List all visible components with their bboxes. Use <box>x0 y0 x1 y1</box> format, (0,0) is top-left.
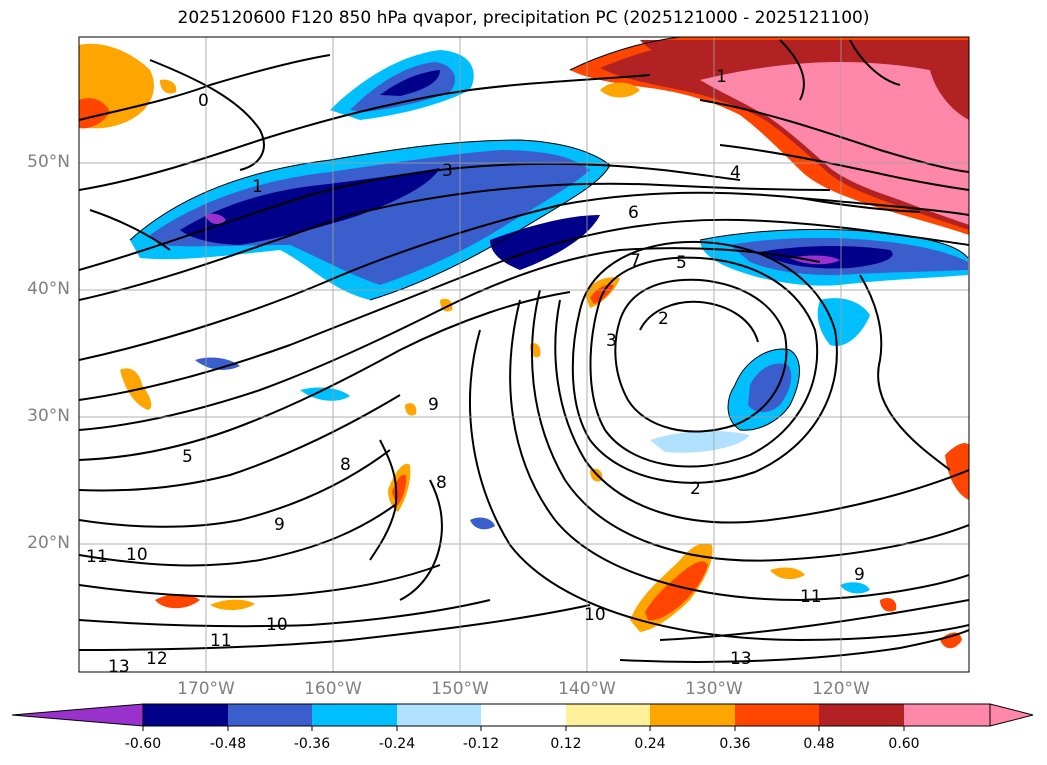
lon-label: 130°W <box>685 679 743 699</box>
contour-label: 9 <box>854 565 865 585</box>
plot-frame <box>78 36 970 673</box>
contour-label: 2 <box>690 479 701 499</box>
colorbar-tick-label: 0.48 <box>803 736 835 752</box>
contour-label: 9 <box>428 395 439 415</box>
lon-label: 170°W <box>177 679 235 699</box>
contour-label-group: 0 1 1 2 2 3 3 4 5 5 6 7 8 8 9 9 9 10 10 … <box>86 67 865 677</box>
contour-label: 11 <box>86 547 108 567</box>
contour-label: 10 <box>126 545 148 565</box>
map-title: 2025120600 F120 850 hPa qvapor, precipit… <box>177 8 870 28</box>
colorbar-bin <box>397 704 481 726</box>
contour-label: 13 <box>730 649 752 669</box>
contour-label: 1 <box>716 67 727 87</box>
colorbar <box>11 703 1034 731</box>
colorbar-tick-label: -0.36 <box>293 736 331 752</box>
contour-label: 9 <box>274 515 285 535</box>
plot-area: 0 1 1 2 2 3 3 4 5 5 6 7 8 8 9 9 9 10 10 … <box>79 37 969 677</box>
precip-contours <box>129 37 969 431</box>
contour-label: 5 <box>182 447 193 467</box>
lon-label: 120°W <box>812 679 870 699</box>
contour-label: 0 <box>198 91 209 111</box>
colorbar-bin <box>143 704 228 726</box>
contour-label: 8 <box>340 455 351 475</box>
colorbar-bin <box>312 704 397 726</box>
colorbar-bin <box>228 704 312 726</box>
contour-label: 10 <box>584 605 606 625</box>
colorbar-tick-label: 0.12 <box>550 736 582 752</box>
lon-label: 150°W <box>431 679 489 699</box>
contour-label: 11 <box>800 587 822 607</box>
colorbar-tick-label: -0.24 <box>378 736 416 752</box>
colorbar-tick-label: 0.60 <box>888 736 920 752</box>
colorbar-tick-label: -0.60 <box>124 736 162 752</box>
contour-label: 4 <box>730 163 741 183</box>
lat-label: 30°N <box>27 406 70 426</box>
contour-label: 7 <box>630 251 641 271</box>
colorbar-tick-label: 0.36 <box>719 736 751 752</box>
colorbar-bin <box>735 704 819 726</box>
lat-label: 50°N <box>27 152 70 172</box>
contour-label: 12 <box>146 649 168 669</box>
contour-label: 1 <box>252 177 263 197</box>
colorbar-bin <box>650 704 735 726</box>
qvapor-contours <box>79 39 969 663</box>
colorbar-bin <box>566 704 650 726</box>
contour-label: 10 <box>266 615 288 635</box>
colorbar-under-extension <box>11 703 144 727</box>
contour-label: 11 <box>210 631 232 651</box>
colorbar-bin <box>819 704 904 726</box>
positive-anomaly-regions <box>79 37 969 649</box>
contour-label: 2 <box>658 309 669 329</box>
lat-label: 40°N <box>27 279 70 299</box>
contour-label: 3 <box>606 331 617 351</box>
graticule <box>79 37 969 672</box>
colorbar-tick-label: -0.12 <box>462 736 500 752</box>
contour-label: 3 <box>442 161 453 181</box>
contour-label: 5 <box>676 253 687 273</box>
lon-label: 160°W <box>304 679 362 699</box>
colorbar-tick-label: -0.48 <box>209 736 247 752</box>
negative-anomaly-band <box>130 50 968 594</box>
lon-label: 140°W <box>558 679 616 699</box>
lat-label: 20°N <box>27 533 70 553</box>
contour-label: 6 <box>628 203 639 223</box>
contour-label: 8 <box>436 473 447 493</box>
colorbar-over-extension <box>904 704 1033 726</box>
contour-label: 13 <box>108 657 130 677</box>
colorbar-bin <box>481 704 566 726</box>
colorbar-tick-label: 0.24 <box>634 736 666 752</box>
